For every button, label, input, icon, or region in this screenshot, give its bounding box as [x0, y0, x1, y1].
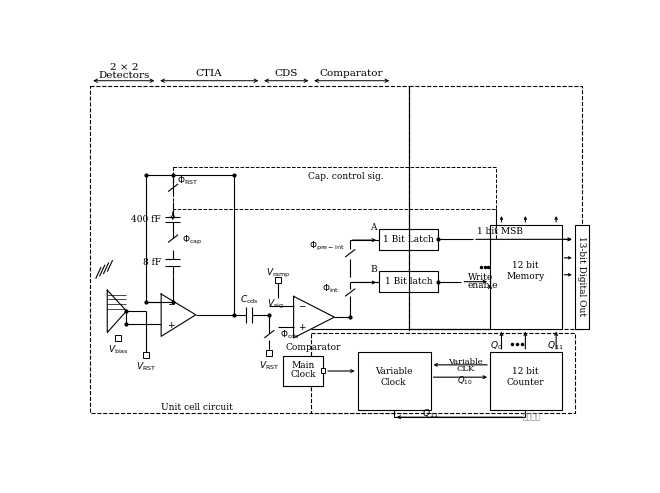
Text: 1 bit MSB: 1 bit MSB: [477, 227, 523, 236]
Text: $\Phi_{\rm RST}$: $\Phi_{\rm RST}$: [176, 175, 198, 187]
Text: $Q_{11}$: $Q_{11}$: [422, 407, 439, 420]
Text: $Q_{11}$: $Q_{11}$: [547, 339, 564, 352]
Text: 12 bit: 12 bit: [512, 366, 539, 376]
Text: −: −: [166, 300, 174, 309]
Bar: [490, 352, 562, 410]
Text: $C_{\rm cds}$: $C_{\rm cds}$: [240, 294, 258, 307]
Polygon shape: [161, 294, 196, 336]
Bar: [409, 86, 582, 329]
Text: Write: Write: [467, 273, 493, 282]
Text: $V_{\rm sig}$: $V_{\rm sig}$: [267, 297, 283, 311]
Text: Detectors: Detectors: [98, 71, 150, 80]
Text: A: A: [370, 222, 377, 232]
Text: Variable: Variable: [448, 358, 482, 366]
Polygon shape: [107, 290, 127, 332]
Text: Cap. control sig.: Cap. control sig.: [308, 173, 383, 181]
Text: Clock: Clock: [381, 378, 407, 387]
Text: +: +: [166, 321, 174, 330]
Text: 1 Bit latch: 1 Bit latch: [385, 277, 432, 286]
Text: $\Phi_{\rm cap}$: $\Phi_{\rm cap}$: [182, 234, 202, 246]
Text: +: +: [298, 322, 306, 332]
Bar: [379, 229, 438, 250]
Bar: [275, 277, 281, 283]
Bar: [358, 352, 430, 410]
Text: Unit cell circuit: Unit cell circuit: [161, 403, 233, 412]
Text: CTIA: CTIA: [195, 69, 222, 77]
Text: 8 fF: 8 fF: [143, 258, 161, 267]
Text: CLK: CLK: [456, 365, 475, 374]
Text: Main: Main: [291, 361, 315, 370]
Bar: [490, 225, 562, 329]
Text: 2 × 2: 2 × 2: [110, 63, 139, 72]
Text: Comparator: Comparator: [286, 344, 341, 352]
Text: $V_{\rm RST}$: $V_{\rm RST}$: [135, 361, 156, 373]
Text: 400 fF: 400 fF: [131, 215, 161, 224]
Polygon shape: [294, 296, 335, 338]
Text: B: B: [370, 265, 377, 274]
Text: 12 bit: 12 bit: [512, 261, 539, 270]
Text: −: −: [298, 301, 306, 310]
Text: $Q_0$: $Q_0$: [490, 339, 502, 352]
Text: $\Phi_{\rm int}$: $\Phi_{\rm int}$: [323, 282, 340, 295]
Bar: [379, 271, 438, 292]
Text: enable: enable: [467, 281, 498, 290]
Text: $Q_{10}$: $Q_{10}$: [457, 375, 473, 387]
Bar: [321, 368, 325, 373]
Text: $\Phi_{\rm pre-int}$: $\Phi_{\rm pre-int}$: [309, 240, 345, 253]
Text: $\Phi_{\rm cds}$: $\Phi_{\rm cds}$: [280, 328, 300, 341]
Bar: [312, 332, 575, 413]
Text: CDS: CDS: [274, 69, 298, 77]
Bar: [266, 350, 272, 356]
Text: Comparator: Comparator: [319, 69, 383, 77]
Text: 红外芯闻: 红外芯闻: [523, 413, 542, 421]
Bar: [575, 225, 589, 329]
Text: $V_{\rm ramp}$: $V_{\rm ramp}$: [266, 267, 290, 280]
Bar: [143, 352, 148, 358]
Bar: [282, 355, 323, 387]
Text: 1 Bit Latch: 1 Bit Latch: [383, 235, 434, 244]
Text: Variable: Variable: [375, 366, 412, 376]
Bar: [115, 335, 121, 341]
Text: Clock: Clock: [290, 370, 315, 379]
Text: Counter: Counter: [506, 378, 544, 387]
Text: 13-bit Digital Out: 13-bit Digital Out: [577, 236, 586, 317]
Text: Memory: Memory: [506, 272, 544, 281]
Text: $V_{\rm RST}$: $V_{\rm RST}$: [259, 359, 279, 372]
Bar: [90, 86, 409, 413]
Text: $V_{\rm bias}$: $V_{\rm bias}$: [108, 344, 129, 356]
Bar: [173, 167, 496, 210]
